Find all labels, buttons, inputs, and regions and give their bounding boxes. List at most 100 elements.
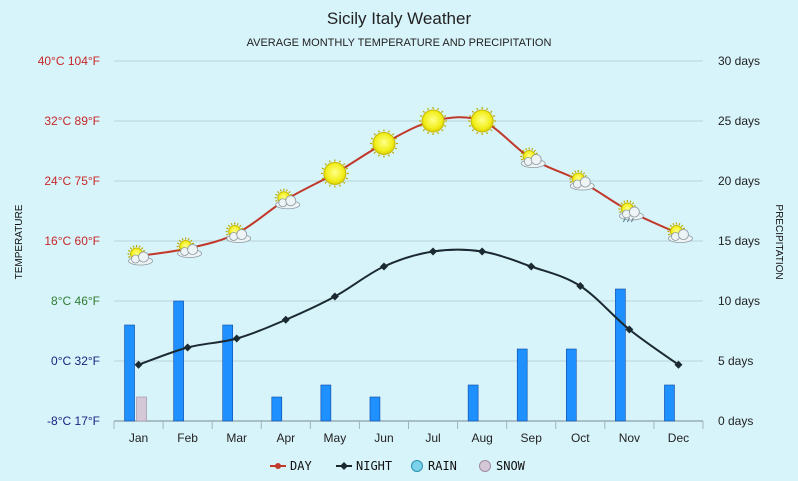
left-tick-label: 40°C 104°F [38,54,100,68]
sun-ray [468,125,472,127]
sun-ray [378,130,380,133]
left-axis-label: TEMPERATURE [14,204,25,279]
cloud-part [628,206,640,218]
sun-ray [321,177,325,180]
rain-bar [222,324,234,422]
sun-ray [226,227,229,230]
sun-ray [177,242,180,245]
sun-ray [680,224,684,227]
sun-ray [275,199,278,202]
right-tick-label: 5 days [718,354,753,368]
weather-icons [127,107,693,266]
rain-drop [622,217,626,223]
sun-ray [419,115,423,117]
cloud-part [187,244,199,255]
right-tick-label: 0 days [718,414,753,428]
sun-ray [141,247,144,250]
legend-label: DAY [290,459,312,473]
right-tick-label: 20 days [718,174,760,188]
rain-bar [664,384,675,422]
left-tick-label: -8°C 17°F [47,414,100,428]
left-tick-label: 0°C 32°F [51,354,100,368]
left-axis-ticks: 40°C 104°F 32°C 89°F 24°C 75°F 16°C 60°F 8°C… [38,54,100,428]
cloud-part [579,176,591,188]
sun-disc [470,109,494,133]
sun-ray [227,224,231,227]
night-point [625,325,634,334]
x-tick-label: Nov [619,431,640,445]
rain-bar [124,324,135,422]
night-point [379,262,388,271]
chart-title: Sicily Italy Weather [327,9,472,28]
sun-ray [370,147,374,150]
sun-ray [187,237,190,241]
sun-ray [240,227,244,230]
sun-ray [468,115,472,117]
sun-ray [629,200,632,203]
sun-ray [127,256,131,258]
sun-ray [667,233,671,236]
sun-ray [373,133,376,136]
day-line [138,116,679,257]
cloud-part [530,154,542,165]
sun-ray [618,205,622,207]
night-point [527,262,536,271]
right-tick-label: 10 days [718,294,760,308]
x-tick-label: Feb [177,431,198,445]
sun-ray [277,190,280,194]
sun-ray [520,152,523,155]
night-point [134,360,143,369]
sun-ray [427,107,430,111]
legend-marker [340,462,348,470]
sun-ray [443,115,447,117]
sun-ray [633,205,636,207]
sun-ray [667,227,671,230]
right-tick-label: 30 days [718,54,760,68]
x-tick-label: Apr [276,431,295,445]
x-tick-label: Aug [471,431,492,445]
legend: DAY NIGHT RAIN SNOW [270,459,526,473]
legend-item-day: DAY [270,459,312,473]
sun-disc [323,162,347,185]
sun-ray [437,107,439,111]
sun-ray [584,175,587,177]
sun-ray [535,152,538,155]
sun-ray [476,131,479,135]
sun-ray [132,245,135,248]
sunny-icon [320,159,349,188]
x-tick-label: Sep [521,431,543,445]
x-tick-label: Oct [571,431,590,445]
rain-drop [630,217,634,223]
partly-cloudy-icon [176,237,203,258]
left-tick-label: 24°C 75°F [44,174,100,188]
sun-ray [236,222,239,226]
sun-ray [394,147,398,150]
partly-cloudy-icon [127,245,153,266]
sun-ray [230,222,233,226]
rain-bar [271,396,283,422]
x-tick-label: Jun [374,431,393,445]
legend-marker [275,463,281,469]
sun-ray [427,131,430,135]
sun-ray [490,129,493,132]
sun-ray [392,133,395,136]
sun-ray [338,160,341,163]
sun-ray [422,110,425,113]
rain-bar [173,300,184,422]
x-tick-label: Jul [425,431,440,445]
sun-ray [321,167,325,170]
sun-ray [672,222,675,226]
sun-ray [618,211,622,213]
sun-ray [486,131,489,135]
legend-item-rain: RAIN [411,459,457,473]
sun-ray [191,242,195,245]
rain-drop [626,217,630,223]
partly-cloudy-icon [569,170,595,191]
sun-ray [669,224,672,227]
night-point [183,343,192,352]
night-point [674,360,683,369]
sun-ray [574,170,577,173]
right-axis-ticks: 30 days 25 days 20 days 15 days 10 days 5 day… [718,54,760,428]
x-tick-label: Mar [226,431,247,445]
